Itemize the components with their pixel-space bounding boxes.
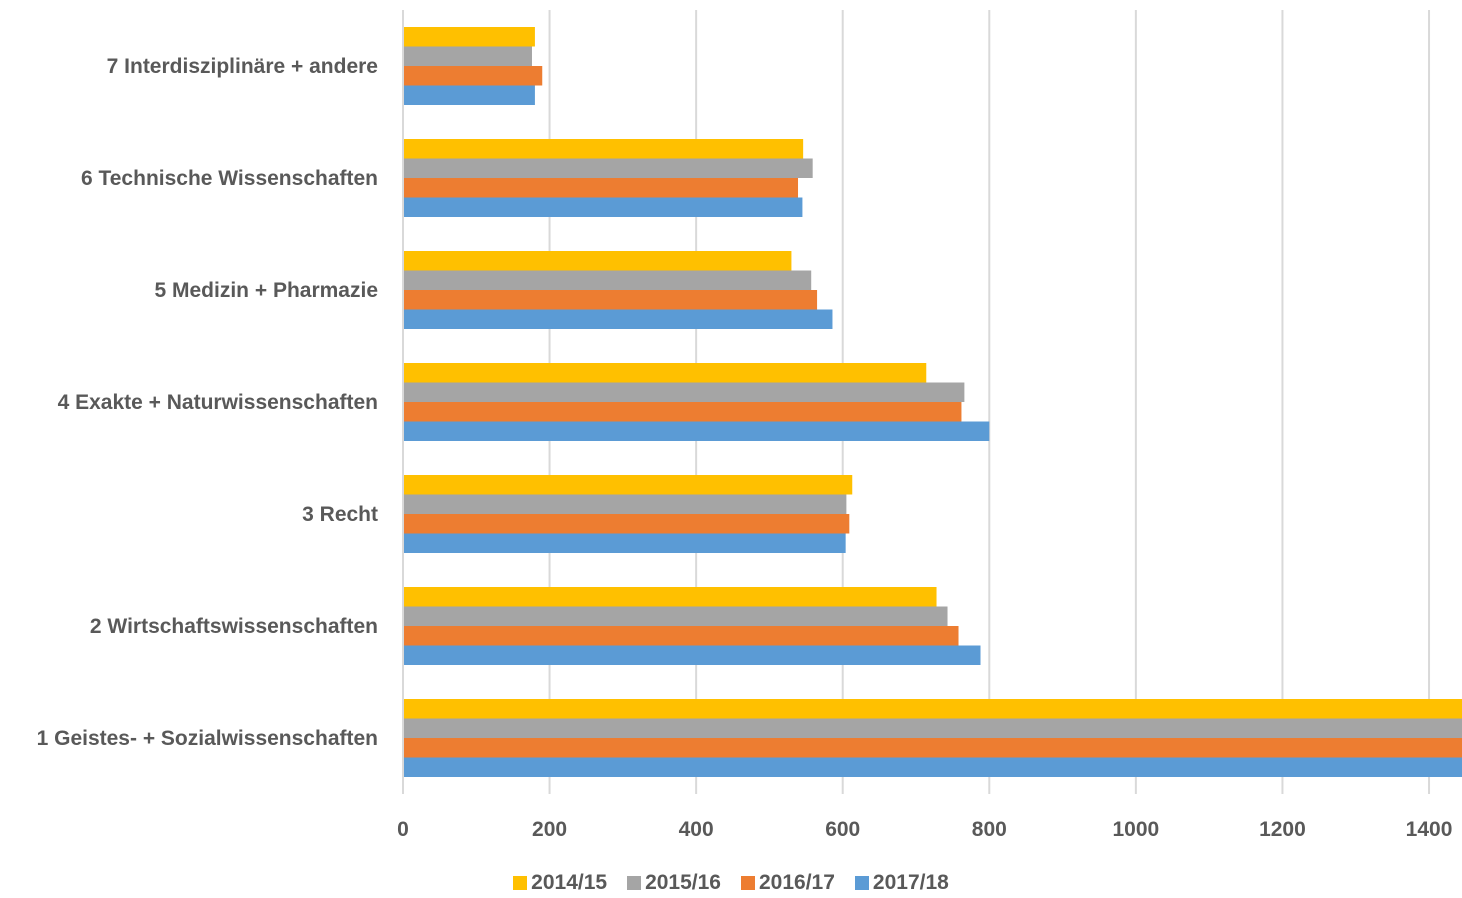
bar xyxy=(403,178,799,198)
legend-item: 2014/15 xyxy=(513,871,607,895)
legend-label: 2017/18 xyxy=(872,871,949,894)
bar xyxy=(403,421,990,441)
legend-label: 2014/15 xyxy=(531,871,608,894)
x-tick-label: 600 xyxy=(825,818,860,841)
bar xyxy=(403,738,1462,758)
bar xyxy=(403,290,818,310)
x-tick-label: 1400 xyxy=(1406,818,1453,841)
bar xyxy=(403,626,959,646)
bar xyxy=(403,587,937,607)
x-tick-label: 0 xyxy=(397,818,409,841)
category-label: 3 Recht xyxy=(302,503,378,526)
legend-swatch xyxy=(627,876,642,890)
bar xyxy=(403,699,1462,719)
category-label: 1 Geistes- + Sozialwissenschaften xyxy=(37,727,378,750)
legend-swatch xyxy=(513,876,528,890)
bar xyxy=(403,139,804,159)
bar xyxy=(403,718,1462,738)
bar xyxy=(403,270,812,290)
bar xyxy=(403,85,535,105)
legend-label: 2015/16 xyxy=(645,871,721,894)
legend-item: 2016/17 xyxy=(741,871,835,895)
bar xyxy=(403,475,853,495)
bar xyxy=(403,66,543,86)
legend-item: 2017/18 xyxy=(854,871,949,895)
bar xyxy=(403,251,792,271)
bar xyxy=(403,27,535,47)
bar xyxy=(403,363,927,383)
x-tick-label: 200 xyxy=(532,818,567,841)
bar xyxy=(403,533,846,553)
legend-swatch xyxy=(741,876,755,890)
category-label: 2 Wirtschaftswissenschaften xyxy=(90,615,378,638)
bar xyxy=(403,382,965,402)
legend: 2014/15 2015/16 2016/17 2017/18 xyxy=(0,868,1462,898)
x-tick-label: 1200 xyxy=(1259,818,1306,841)
bar xyxy=(403,494,847,514)
bar xyxy=(403,606,948,626)
category-label: 4 Exakte + Naturwissenschaften xyxy=(58,391,378,414)
bar xyxy=(403,757,1462,777)
bar xyxy=(403,402,962,422)
bar xyxy=(403,645,981,665)
x-tick-label: 400 xyxy=(679,818,714,841)
bar xyxy=(403,197,803,217)
category-label: 5 Medizin + Pharmazie xyxy=(155,279,379,302)
x-tick-label: 800 xyxy=(972,818,1007,841)
legend-label: 2016/17 xyxy=(759,871,835,894)
x-tick-label: 1000 xyxy=(1113,818,1160,841)
bar xyxy=(403,46,532,66)
legend-item: 2015/16 xyxy=(627,871,721,895)
bar xyxy=(403,309,833,329)
bar xyxy=(403,158,813,178)
legend-swatch xyxy=(854,876,869,890)
category-label: 6 Technische Wissenschaften xyxy=(81,167,378,190)
bar xyxy=(403,514,850,534)
category-label: 7 Interdisziplinäre + andere xyxy=(107,55,378,78)
